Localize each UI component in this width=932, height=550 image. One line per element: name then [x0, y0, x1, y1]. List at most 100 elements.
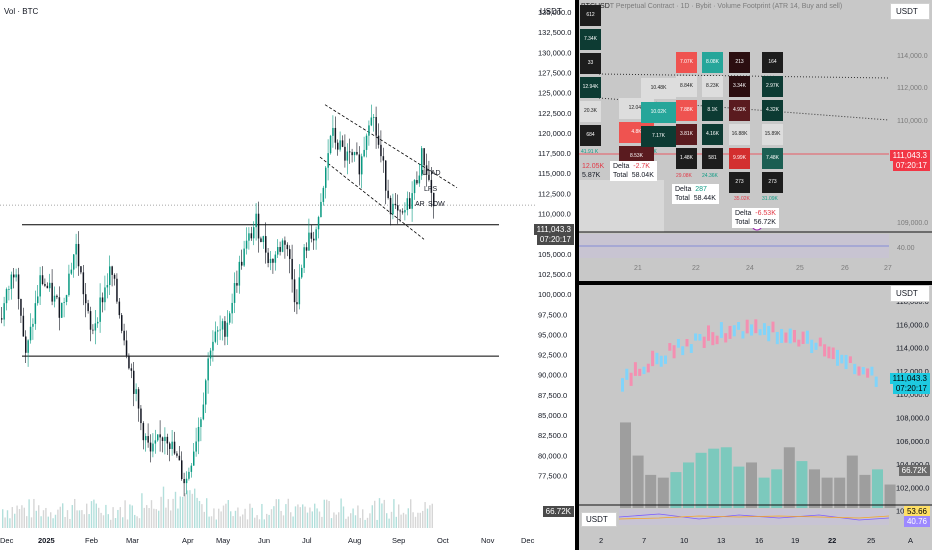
volume-bar — [821, 477, 833, 508]
volume-bar — [388, 518, 390, 528]
left-total-value: 5.87K — [582, 172, 601, 179]
volume-bar — [30, 517, 33, 528]
volume-bar — [28, 499, 30, 528]
volume-bar — [376, 519, 378, 528]
volume-bar — [98, 507, 100, 528]
y-axis-tick: 116,000.0 — [896, 320, 929, 329]
y-axis-tick: 108,000.0 — [896, 414, 929, 423]
currency-button[interactable]: USDT — [890, 285, 930, 302]
currency-label[interactable]: USDT — [540, 7, 562, 16]
volume-bar — [299, 507, 301, 528]
volume-bar — [340, 498, 342, 528]
volume-bar — [244, 508, 246, 528]
x-axis-tick: 22 — [692, 265, 700, 272]
pane-divider[interactable] — [575, 0, 579, 550]
total-value: 58.44K — [693, 195, 716, 202]
volume-bar — [834, 477, 846, 508]
volume-bar — [410, 499, 412, 528]
candle-body — [58, 297, 61, 318]
volume-bar — [280, 510, 282, 528]
volume-bar — [191, 493, 193, 528]
mini-candle — [853, 363, 857, 375]
y-axis-tick: 117,500.0 — [538, 149, 571, 158]
volume-bar — [345, 518, 347, 528]
volume-bar — [352, 508, 354, 528]
candle-body — [262, 236, 265, 243]
volume-bar — [287, 498, 289, 528]
footprint-cell: 8.08K — [702, 52, 723, 73]
rsi-tag-2: 40.76 — [903, 516, 930, 527]
volume-bar — [632, 455, 644, 508]
footprint-cell: 213 — [729, 52, 750, 73]
footprint-canvas[interactable]: 114,000.0 112,000.0 110,000.0 109,000.0 40.0… — [579, 0, 932, 281]
footprint-cell: 10.02K — [641, 102, 676, 123]
volume-bar — [110, 519, 112, 528]
y-axis-tick: 92,500.0 — [538, 351, 567, 360]
candle-body — [368, 125, 370, 136]
candle-body — [397, 205, 399, 211]
candle-body — [80, 266, 82, 273]
volume-bar — [347, 516, 349, 528]
volume-bar — [95, 503, 97, 528]
mini-candle — [750, 324, 753, 336]
volume-bar — [398, 504, 400, 528]
candle-body — [332, 127, 334, 136]
candle-body — [116, 278, 118, 302]
footprint-cell: 16.88K — [729, 124, 750, 145]
candle-body — [87, 303, 89, 312]
mini-candle — [836, 349, 839, 366]
mini-candle — [741, 331, 745, 339]
candle-body — [152, 443, 154, 452]
candle-body — [257, 213, 260, 239]
volume-bar — [809, 469, 820, 508]
volume-bar — [383, 499, 385, 528]
volume-bar — [412, 512, 414, 528]
delta-label: Delta — [613, 163, 630, 170]
header-description: T Perpetual Contract · 1D · Bybit · Volu… — [609, 3, 843, 10]
mini-candle — [805, 330, 809, 344]
volume-bar — [242, 514, 244, 528]
price-chart-canvas[interactable]: 135,000.0 132,500.0 130,000.0 127,500.0 125,… — [0, 0, 575, 550]
volume-bar — [884, 484, 896, 508]
mini-chart-canvas[interactable]: 118,000.0116,000.0114,000.0112,000.0110,… — [579, 285, 932, 550]
mini-candle — [689, 344, 693, 353]
mini-candle — [629, 372, 633, 386]
candle-body — [344, 146, 346, 161]
mini-candle — [818, 337, 822, 347]
rsi-tag-1: 53.66 — [903, 506, 930, 517]
volume-bar — [40, 516, 42, 528]
volume-bar — [357, 505, 359, 528]
footprint-pane[interactable]: 114,000.0 112,000.0 110,000.0 109,000.0 40.0… — [579, 0, 932, 281]
mini-candle — [870, 366, 874, 376]
candle-body — [339, 140, 341, 150]
candle-body — [363, 149, 365, 157]
last-price-tag: 111,043.3 — [533, 224, 574, 235]
candle-body — [313, 238, 315, 241]
candle-body — [253, 227, 255, 239]
candle-body — [5, 289, 8, 304]
volume-bar — [314, 503, 316, 528]
candle-body — [341, 140, 344, 147]
mini-chart-pane[interactable]: 118,000.0116,000.0114,000.0112,000.0110,… — [579, 285, 932, 550]
candle-body — [274, 254, 277, 263]
pane-divider-horizontal[interactable] — [579, 281, 932, 285]
x-axis-tick: 26 — [841, 265, 849, 272]
volume-bar — [184, 493, 186, 528]
volume-bar — [186, 490, 189, 528]
candle-body — [25, 336, 27, 353]
y-axis-tick: 85,000.0 — [538, 411, 567, 420]
candle-body — [171, 441, 173, 449]
candle-body — [365, 135, 368, 150]
volume-bar — [131, 505, 133, 528]
volume-bar — [237, 507, 239, 528]
dotted-line — [598, 73, 890, 79]
candle-body — [1, 318, 3, 320]
candle-body — [269, 258, 272, 264]
delta-box-2: Delta 287 Total 58.44K — [672, 184, 719, 204]
rsi-currency-button[interactable]: USDT — [581, 512, 617, 527]
candle-body — [202, 404, 205, 420]
candle-body — [113, 274, 116, 279]
currency-button[interactable]: USDT — [890, 3, 930, 20]
main-chart-pane[interactable]: 135,000.0 132,500.0 130,000.0 127,500.0 125,… — [0, 0, 575, 550]
volume-bar — [645, 474, 657, 508]
